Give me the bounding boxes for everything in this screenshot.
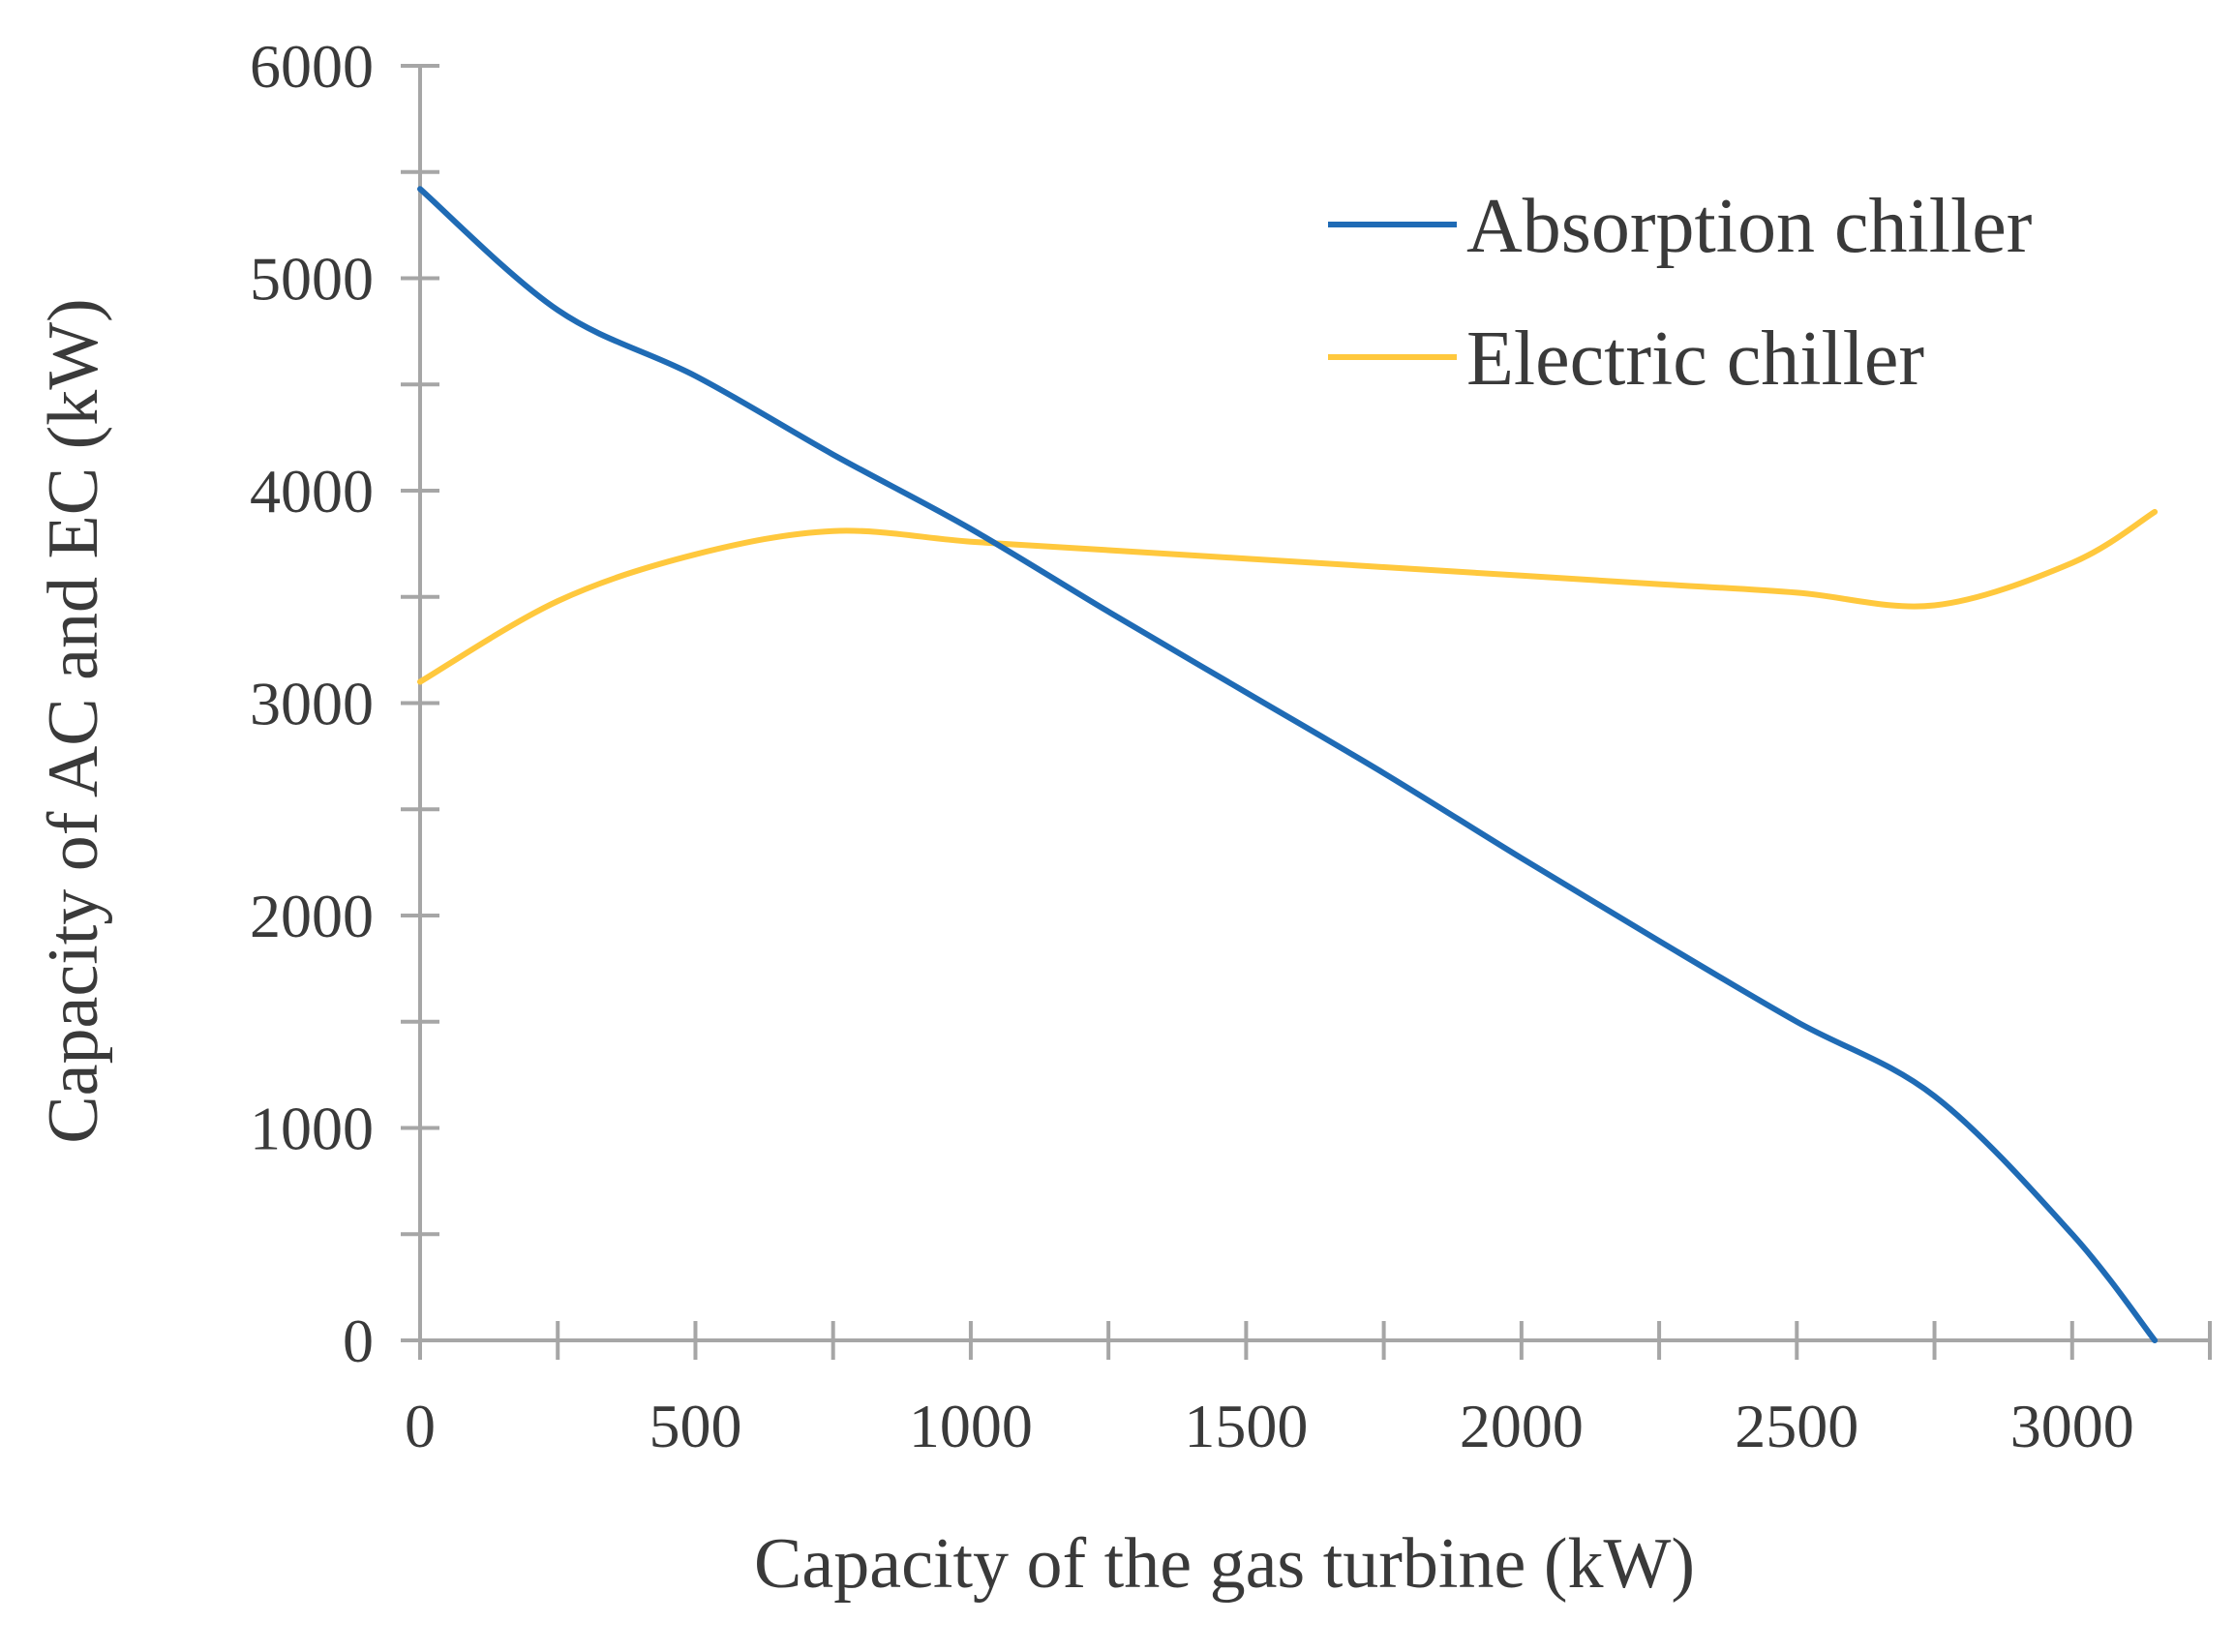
y-tick-label: 4000	[250, 457, 374, 526]
y-tick-label: 3000	[250, 670, 374, 738]
series-line-absorption-chiller	[417, 186, 2159, 1343]
legend: Absorption chiller Electric chiller	[1328, 184, 2032, 402]
x-tick-label: 3000	[2010, 1392, 2134, 1460]
x-tick-label: 2500	[1735, 1392, 1858, 1460]
x-axis-title: Capacity of the gas turbine (kW)	[754, 1524, 1695, 1604]
x-tick-label: 2000	[1460, 1392, 1584, 1460]
legend-label-electric-chiller: Electric chiller	[1466, 316, 1924, 402]
x-tick-label: 500	[649, 1392, 741, 1460]
y-tick-label: 6000	[250, 32, 374, 101]
axes: 0 1000 2000 3000 4000 5000 6000 0 500 1000 1500 200…	[250, 32, 2212, 1460]
y-tick-label: 5000	[250, 245, 374, 314]
x-tick-label: 0	[405, 1392, 436, 1460]
y-axis-title: Capacity of AC and EC (kW)	[34, 298, 113, 1143]
y-tick-label: 1000	[250, 1095, 374, 1163]
plot-area	[417, 186, 2159, 1343]
series-line-electric-chiller	[417, 508, 2159, 685]
x-tick-label: 1500	[1184, 1392, 1308, 1460]
y-tick-label: 0	[343, 1307, 374, 1375]
y-tick-label: 2000	[250, 882, 374, 950]
x-tick-label: 1000	[909, 1392, 1033, 1460]
legend-label-absorption-chiller: Absorption chiller	[1466, 184, 2032, 269]
